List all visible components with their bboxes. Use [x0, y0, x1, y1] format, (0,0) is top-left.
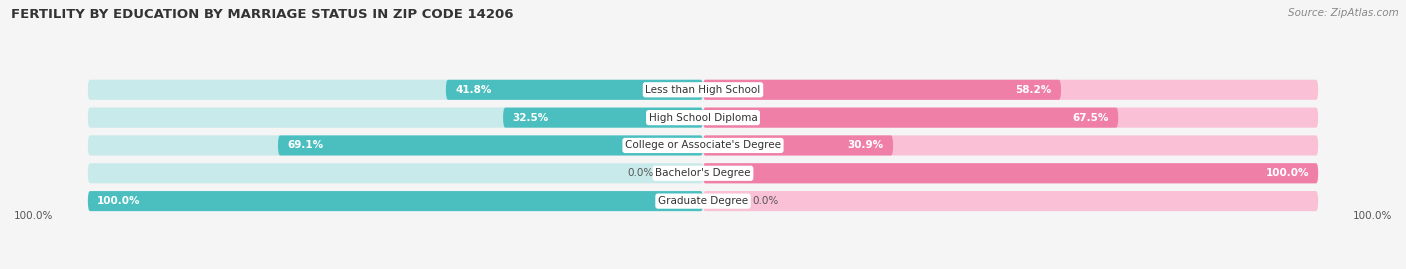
Text: Graduate Degree: Graduate Degree	[658, 196, 748, 206]
FancyBboxPatch shape	[703, 191, 1319, 211]
FancyBboxPatch shape	[87, 191, 703, 211]
Text: FERTILITY BY EDUCATION BY MARRIAGE STATUS IN ZIP CODE 14206: FERTILITY BY EDUCATION BY MARRIAGE STATU…	[11, 8, 513, 21]
FancyBboxPatch shape	[503, 108, 703, 128]
Text: 69.1%: 69.1%	[287, 140, 323, 150]
FancyBboxPatch shape	[703, 80, 1062, 100]
FancyBboxPatch shape	[87, 108, 1319, 128]
Text: 100.0%: 100.0%	[97, 196, 141, 206]
Text: Source: ZipAtlas.com: Source: ZipAtlas.com	[1288, 8, 1399, 18]
FancyBboxPatch shape	[87, 191, 1319, 211]
FancyBboxPatch shape	[703, 108, 1319, 128]
FancyBboxPatch shape	[87, 80, 1319, 100]
FancyBboxPatch shape	[703, 108, 1118, 128]
FancyBboxPatch shape	[703, 163, 1319, 183]
Text: 100.0%: 100.0%	[14, 211, 53, 221]
Text: 0.0%: 0.0%	[627, 168, 654, 178]
Text: 100.0%: 100.0%	[1353, 211, 1392, 221]
Text: 67.5%: 67.5%	[1073, 113, 1109, 123]
FancyBboxPatch shape	[87, 163, 703, 183]
FancyBboxPatch shape	[87, 80, 703, 100]
Text: 100.0%: 100.0%	[1265, 168, 1309, 178]
Text: 0.0%: 0.0%	[752, 196, 779, 206]
Text: Less than High School: Less than High School	[645, 85, 761, 95]
Text: 58.2%: 58.2%	[1015, 85, 1052, 95]
Text: 41.8%: 41.8%	[456, 85, 492, 95]
FancyBboxPatch shape	[87, 108, 703, 128]
Text: 32.5%: 32.5%	[512, 113, 548, 123]
FancyBboxPatch shape	[87, 163, 1319, 183]
FancyBboxPatch shape	[446, 80, 703, 100]
Text: 30.9%: 30.9%	[848, 140, 884, 150]
FancyBboxPatch shape	[703, 163, 1319, 183]
Text: High School Diploma: High School Diploma	[648, 113, 758, 123]
FancyBboxPatch shape	[87, 135, 703, 155]
FancyBboxPatch shape	[703, 135, 1319, 155]
Text: College or Associate's Degree: College or Associate's Degree	[626, 140, 780, 150]
FancyBboxPatch shape	[87, 135, 1319, 155]
FancyBboxPatch shape	[703, 135, 893, 155]
Text: Bachelor's Degree: Bachelor's Degree	[655, 168, 751, 178]
FancyBboxPatch shape	[87, 191, 703, 211]
FancyBboxPatch shape	[278, 135, 703, 155]
FancyBboxPatch shape	[703, 80, 1319, 100]
